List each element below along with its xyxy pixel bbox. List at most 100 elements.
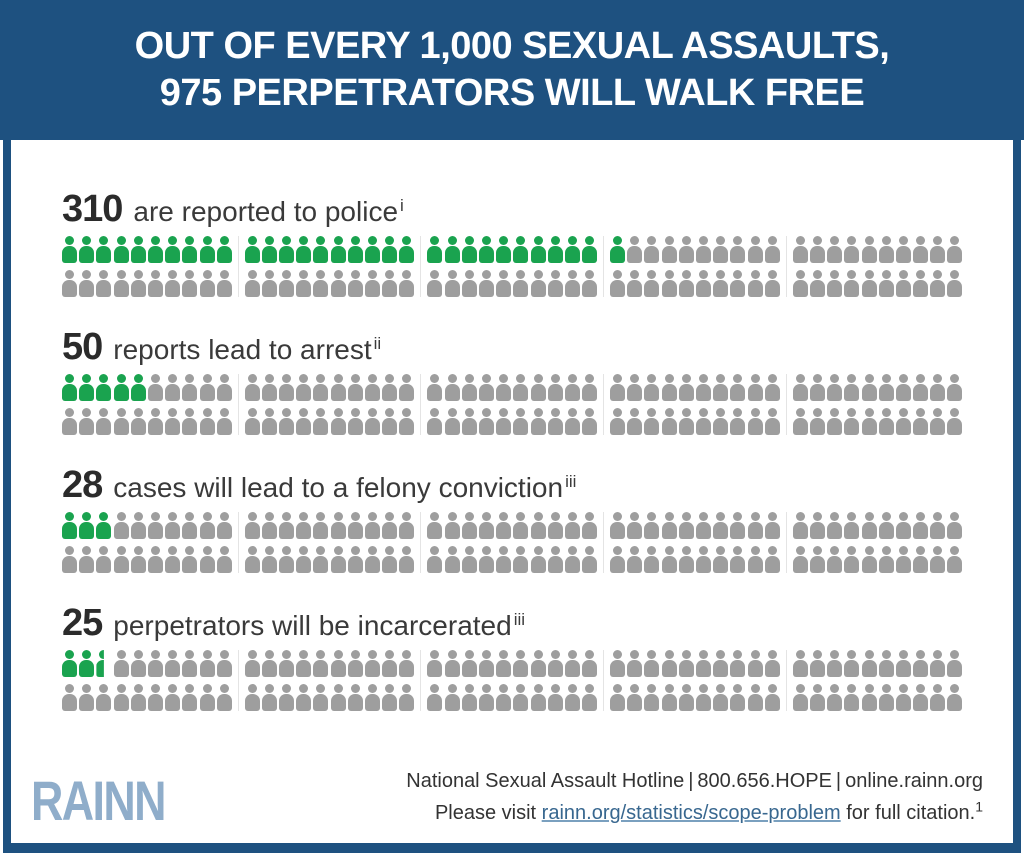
person-icon (165, 270, 181, 297)
person-icon (279, 684, 295, 711)
person-icon (461, 546, 477, 573)
person-icon (279, 546, 295, 573)
person-icon (199, 684, 215, 711)
person-icon (930, 374, 946, 401)
person-icon (165, 374, 181, 401)
footnote-marker: iii (565, 471, 577, 491)
person-icon (296, 236, 312, 263)
person-icon (861, 650, 877, 677)
person-icon (913, 512, 929, 539)
section-lead-to-arrest: 50 reports lead to arrest ii (62, 326, 1013, 435)
person-icon (627, 236, 643, 263)
person-icon (878, 650, 894, 677)
person-icon (427, 650, 443, 677)
person-icon (399, 270, 415, 297)
person-icon (895, 270, 911, 297)
person-icon (861, 512, 877, 539)
person-icon (610, 546, 626, 573)
person-icon (792, 270, 808, 297)
person-icon (713, 236, 729, 263)
person-icon (113, 374, 129, 401)
person-icon (947, 270, 963, 297)
person-icon (216, 512, 232, 539)
person-icon (747, 236, 763, 263)
footnote-marker: i (400, 195, 404, 215)
person-icon (747, 650, 763, 677)
person-icon (678, 270, 694, 297)
person-icon (861, 546, 877, 573)
person-icon (713, 684, 729, 711)
person-icon (427, 374, 443, 401)
person-icon (347, 684, 363, 711)
person-icon (365, 374, 380, 401)
stat-label: perpetrators will be incarcerated iii (113, 609, 526, 641)
person-icon (478, 236, 494, 263)
person-icon (427, 546, 443, 573)
person-icon (930, 408, 946, 435)
person-icon (147, 374, 163, 401)
person-icon (844, 236, 860, 263)
person-icon (644, 546, 660, 573)
person-icon (764, 374, 780, 401)
person-icon (244, 684, 260, 711)
person-icon (661, 236, 677, 263)
person-icon (147, 236, 163, 263)
icon-group (603, 650, 786, 711)
icon-group (237, 374, 421, 435)
person-icon (930, 236, 946, 263)
person-icon (827, 650, 843, 677)
person-icon (496, 408, 512, 435)
person-icon (296, 512, 312, 539)
person-icon (947, 684, 963, 711)
person-icon (347, 374, 363, 401)
person-icon (478, 546, 494, 573)
person-icon (382, 408, 398, 435)
person-icon (878, 374, 894, 401)
person-icon (930, 546, 946, 573)
icon-group (420, 650, 603, 711)
person-icon (330, 512, 346, 539)
person-icon (713, 546, 729, 573)
person-icon (62, 546, 77, 573)
person-icon (216, 270, 232, 297)
person-icon (696, 236, 711, 263)
citation-link[interactable]: rainn.org/statistics/scope-problem (541, 802, 841, 824)
person-icon (216, 650, 232, 677)
person-icon (661, 270, 677, 297)
stat-label: reports lead to arrest ii (113, 333, 382, 365)
person-icon (513, 512, 529, 539)
person-icon (747, 512, 763, 539)
person-icon (913, 684, 929, 711)
person-icon (216, 374, 232, 401)
person-icon (913, 650, 929, 677)
person-icon (496, 512, 512, 539)
person-icon (496, 236, 512, 263)
person-icon (627, 374, 643, 401)
citation-superscript: 1 (975, 798, 983, 815)
person-icon (79, 408, 95, 435)
person-icon (809, 408, 825, 435)
person-icon (199, 236, 215, 263)
person-icon (764, 236, 780, 263)
person-icon (96, 270, 112, 297)
person-icon (244, 236, 260, 263)
person-icon (216, 546, 232, 573)
person-icon (730, 684, 746, 711)
icon-group (785, 236, 969, 297)
person-icon (130, 236, 146, 263)
person-icon (96, 236, 112, 263)
person-icon (62, 236, 77, 263)
person-icon (382, 684, 398, 711)
person-icon (79, 270, 95, 297)
person-icon (513, 374, 529, 401)
icon-group (603, 236, 786, 297)
person-icon (261, 546, 277, 573)
person-icon (644, 236, 660, 263)
person-icon (347, 236, 363, 263)
person-icon (216, 408, 232, 435)
person-icon (913, 270, 929, 297)
person-icon (730, 236, 746, 263)
person-icon (444, 270, 460, 297)
person-icon (199, 512, 215, 539)
person-icon (461, 512, 477, 539)
